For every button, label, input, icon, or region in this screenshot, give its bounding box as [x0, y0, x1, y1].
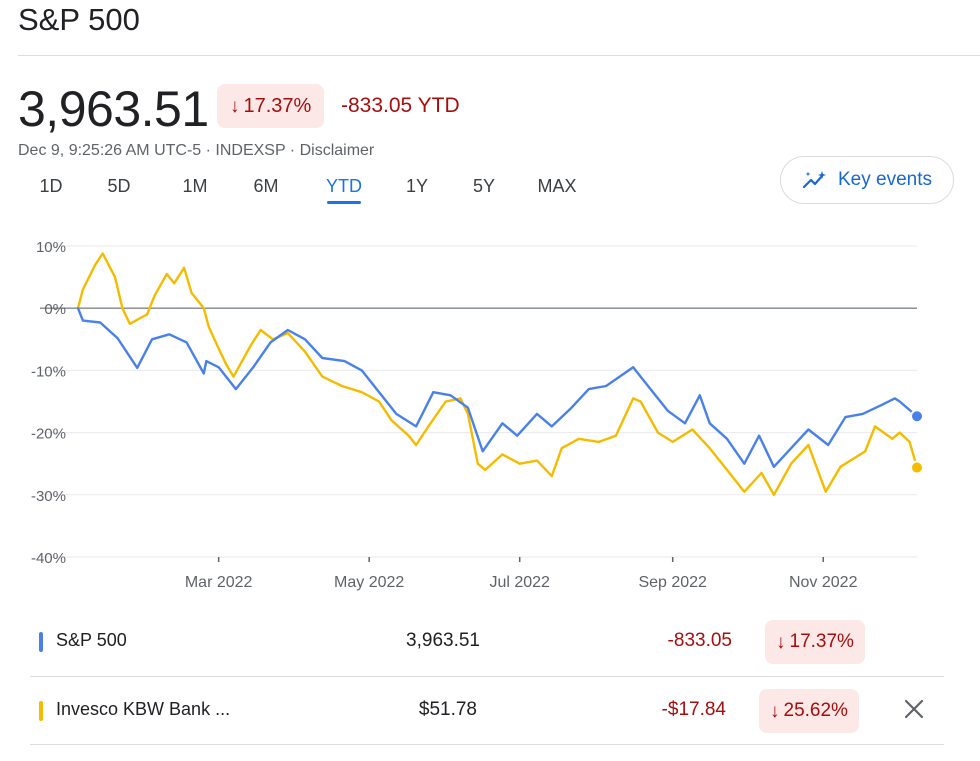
tab-label: 5Y	[472, 176, 496, 196]
tab-label: 6M	[253, 176, 279, 196]
tab-label: MAX	[537, 176, 577, 196]
price-chart[interactable]: 10% 0% -10% -20% -30% -40% Mar 2022 May 2022 Jul…	[0, 220, 980, 600]
series-price: 3,963.51	[406, 630, 480, 651]
tab-label: YTD	[326, 176, 362, 196]
series-percent-badge: ↓ 17.37%	[765, 620, 865, 664]
page-title: S&P 500	[18, 2, 140, 37]
series-change: -$17.84	[661, 699, 726, 720]
arrow-down-icon: ↓	[776, 631, 786, 653]
x-tick-label: Sep 2022	[638, 574, 707, 591]
tab-label: 1D	[39, 176, 63, 196]
series-color-swatch	[39, 701, 43, 721]
series-percent: 25.62%	[783, 700, 848, 721]
tab-1d[interactable]: 1D	[24, 176, 78, 210]
y-tick-label: 0%	[44, 301, 66, 318]
tab-1m[interactable]: 1M	[160, 176, 230, 210]
series-color-swatch	[39, 632, 43, 652]
series-change: -833.05	[667, 630, 732, 651]
tab-6m[interactable]: 6M	[230, 176, 302, 210]
x-tick-label: Nov 2022	[789, 574, 858, 591]
divider	[18, 55, 980, 56]
y-tick-label: -10%	[31, 363, 66, 380]
x-tick-label: Mar 2022	[185, 574, 253, 591]
current-price: 3,963.51	[18, 81, 209, 137]
key-events-button[interactable]: Key events	[780, 156, 954, 204]
close-icon[interactable]	[896, 691, 932, 727]
change-percent-badge: ↓ 17.37%	[217, 84, 325, 128]
series-end-marker-kbw-bank	[910, 460, 924, 475]
range-tabs: 1D 5D 1M 6M YTD 1Y 5Y MAX	[24, 176, 594, 210]
series-percent: 17.37%	[789, 631, 854, 652]
tab-label: 5D	[107, 176, 131, 196]
series-price: $51.78	[418, 699, 477, 720]
legend-row-sp500[interactable]: S&P 500 3,963.51 -833.05 ↓ 17.37%	[30, 614, 944, 670]
y-tick-label: 10%	[36, 239, 66, 256]
tab-ytd[interactable]: YTD	[302, 176, 386, 210]
series-percent-badge: ↓ 25.62%	[759, 689, 859, 733]
series-line-sp500	[76, 306, 919, 469]
legend-row-kbw-bank[interactable]: Invesco KBW Bank ... $51.78 -$17.84 ↓ 25…	[30, 683, 944, 739]
change-percent-value: 17.37%	[243, 94, 312, 117]
ytd-change: -833.05 YTD	[341, 94, 460, 117]
x-tick-label: Jul 2022	[489, 574, 550, 591]
tab-max[interactable]: MAX	[520, 176, 594, 210]
active-tab-underline	[327, 201, 361, 204]
arrow-down-icon: ↓	[770, 700, 780, 722]
series-line-kbw-bank	[76, 252, 919, 496]
quote-meta: Dec 9, 9:25:26 AM UTC-5 · INDEXSP · Disc…	[18, 142, 375, 159]
divider	[30, 744, 944, 745]
tab-5y[interactable]: 5Y	[448, 176, 520, 210]
tab-1y[interactable]: 1Y	[386, 176, 448, 210]
y-tick-label: -20%	[31, 426, 66, 443]
tab-label: 1M	[182, 176, 208, 196]
divider	[30, 676, 944, 677]
tab-5d[interactable]: 5D	[78, 176, 160, 210]
arrow-down-icon: ↓	[230, 95, 240, 117]
series-name: S&P 500	[56, 630, 127, 650]
sparkle-trend-icon	[802, 171, 826, 189]
tab-label: 1Y	[405, 176, 429, 196]
y-tick-label: -40%	[31, 550, 66, 567]
key-events-label: Key events	[838, 169, 932, 190]
x-tick-label: May 2022	[334, 574, 404, 591]
series-name: Invesco KBW Bank ...	[56, 699, 231, 719]
y-tick-label: -30%	[31, 488, 66, 505]
series-end-marker-sp500	[910, 409, 924, 424]
